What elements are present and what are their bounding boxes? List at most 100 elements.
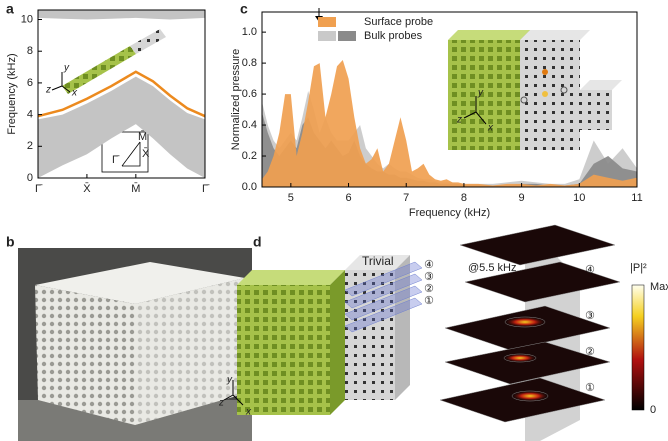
line bbox=[37, 70, 206, 118]
decoration bbox=[520, 40, 580, 150]
colorbar-max: Max bbox=[650, 281, 668, 293]
probe-label: ④ bbox=[424, 258, 434, 271]
x-tick-label: 9 bbox=[519, 192, 525, 204]
axis-letter: y bbox=[226, 375, 233, 386]
decoration bbox=[223, 394, 234, 401]
y-tick-label: 0.4 bbox=[242, 119, 257, 131]
probe-label: ③ bbox=[424, 270, 434, 283]
decoration bbox=[121, 141, 141, 167]
x-tick-label: 11 bbox=[631, 192, 642, 204]
decoration bbox=[542, 69, 548, 75]
legend-label: Surface probe bbox=[364, 16, 433, 28]
probe-label: ① bbox=[585, 381, 595, 394]
decoration bbox=[122, 142, 141, 167]
probe-label: ④ bbox=[585, 263, 595, 276]
decoration bbox=[232, 394, 244, 406]
decoration bbox=[344, 285, 423, 321]
axis-letter: x bbox=[487, 123, 494, 134]
frequency-label: @5.5 kHz bbox=[468, 262, 516, 274]
panel-d-decor bbox=[223, 224, 645, 441]
panel-label: b bbox=[6, 234, 15, 250]
axis-letter: x bbox=[245, 407, 252, 418]
legend-swatch bbox=[318, 17, 336, 27]
panel-label: d bbox=[253, 234, 262, 250]
region-label: HOTI bbox=[276, 256, 305, 270]
decoration bbox=[439, 224, 621, 423]
decoration bbox=[542, 91, 548, 97]
colorbar-min: 0 bbox=[650, 404, 656, 416]
panel-b-photo bbox=[18, 248, 252, 441]
decoration bbox=[61, 85, 71, 93]
band bbox=[38, 10, 205, 20]
y-tick-label: 0.0 bbox=[242, 181, 257, 193]
decoration bbox=[51, 85, 63, 91]
decoration bbox=[580, 80, 622, 90]
legend-swatch bbox=[338, 31, 356, 41]
decoration bbox=[504, 316, 546, 328]
bz-label: Γ̄ bbox=[112, 154, 120, 166]
decoration bbox=[344, 297, 423, 333]
y-tick-label: 4 bbox=[27, 109, 33, 121]
decoration bbox=[464, 261, 621, 303]
legend-swatch bbox=[318, 31, 336, 41]
decoration bbox=[444, 305, 611, 351]
y-axis-label: Normalized pressure bbox=[230, 49, 242, 150]
y-tick-label: 10 bbox=[21, 13, 33, 25]
decoration bbox=[511, 390, 549, 402]
bz-label: X̄ bbox=[142, 147, 150, 160]
panel-label: a bbox=[6, 1, 14, 17]
decoration bbox=[580, 90, 612, 130]
y-tick-label: 0.6 bbox=[242, 88, 257, 100]
decoration bbox=[344, 273, 423, 309]
decoration bbox=[448, 30, 530, 40]
y-tick-label: 8 bbox=[27, 45, 33, 57]
x-tick-label: 7 bbox=[403, 192, 409, 204]
decoration bbox=[520, 96, 528, 104]
decoration bbox=[237, 285, 330, 415]
region-label: Trivial bbox=[362, 254, 394, 268]
x-tick-label: 10 bbox=[573, 192, 585, 204]
x-tick-label: 8 bbox=[461, 192, 467, 204]
panel-c-decor bbox=[315, 8, 622, 150]
probe-label: ② bbox=[424, 282, 434, 295]
axis-letter: z bbox=[456, 115, 462, 126]
bz-label: M̄ bbox=[138, 130, 147, 143]
decoration bbox=[344, 261, 423, 333]
decoration bbox=[503, 353, 537, 363]
y-tick-label: 0.8 bbox=[242, 57, 257, 69]
y-tick-label: 6 bbox=[27, 77, 33, 89]
decoration bbox=[395, 255, 410, 400]
y-axis-label: Frequency (kHz) bbox=[6, 53, 18, 134]
x-axis-label: Frequency (kHz) bbox=[409, 207, 490, 219]
decoration bbox=[35, 262, 245, 304]
x-tick-label: M̄ bbox=[131, 182, 140, 195]
decoration bbox=[444, 341, 611, 385]
probe-label: ③ bbox=[585, 309, 595, 322]
decoration bbox=[448, 40, 520, 150]
plot-frame bbox=[261, 11, 638, 188]
panel-label: c bbox=[240, 1, 248, 17]
axis-letter: z bbox=[45, 85, 51, 96]
decoration bbox=[560, 86, 568, 94]
decoration bbox=[345, 255, 410, 270]
x-tick-label: Γ̄ bbox=[35, 183, 43, 195]
decoration bbox=[237, 270, 345, 285]
y-tick-label: 0.2 bbox=[242, 150, 257, 162]
decoration bbox=[130, 29, 166, 54]
axis-letter: y bbox=[63, 63, 70, 74]
legend-label: Bulk probes bbox=[364, 30, 423, 42]
y-tick-label: 2 bbox=[27, 140, 33, 152]
decoration bbox=[475, 111, 487, 125]
decoration bbox=[35, 285, 135, 425]
decoration bbox=[330, 270, 345, 415]
plot-frame bbox=[37, 9, 206, 179]
colorbar-title: |P|² bbox=[630, 262, 647, 274]
decoration bbox=[344, 261, 423, 297]
x-tick-label: Γ̄ bbox=[202, 183, 210, 195]
axis-letter: x bbox=[71, 88, 78, 99]
area bbox=[262, 60, 637, 187]
x-tick-label: 6 bbox=[345, 192, 351, 204]
probe-label: ① bbox=[424, 294, 434, 307]
axis-letter: y bbox=[477, 88, 484, 99]
